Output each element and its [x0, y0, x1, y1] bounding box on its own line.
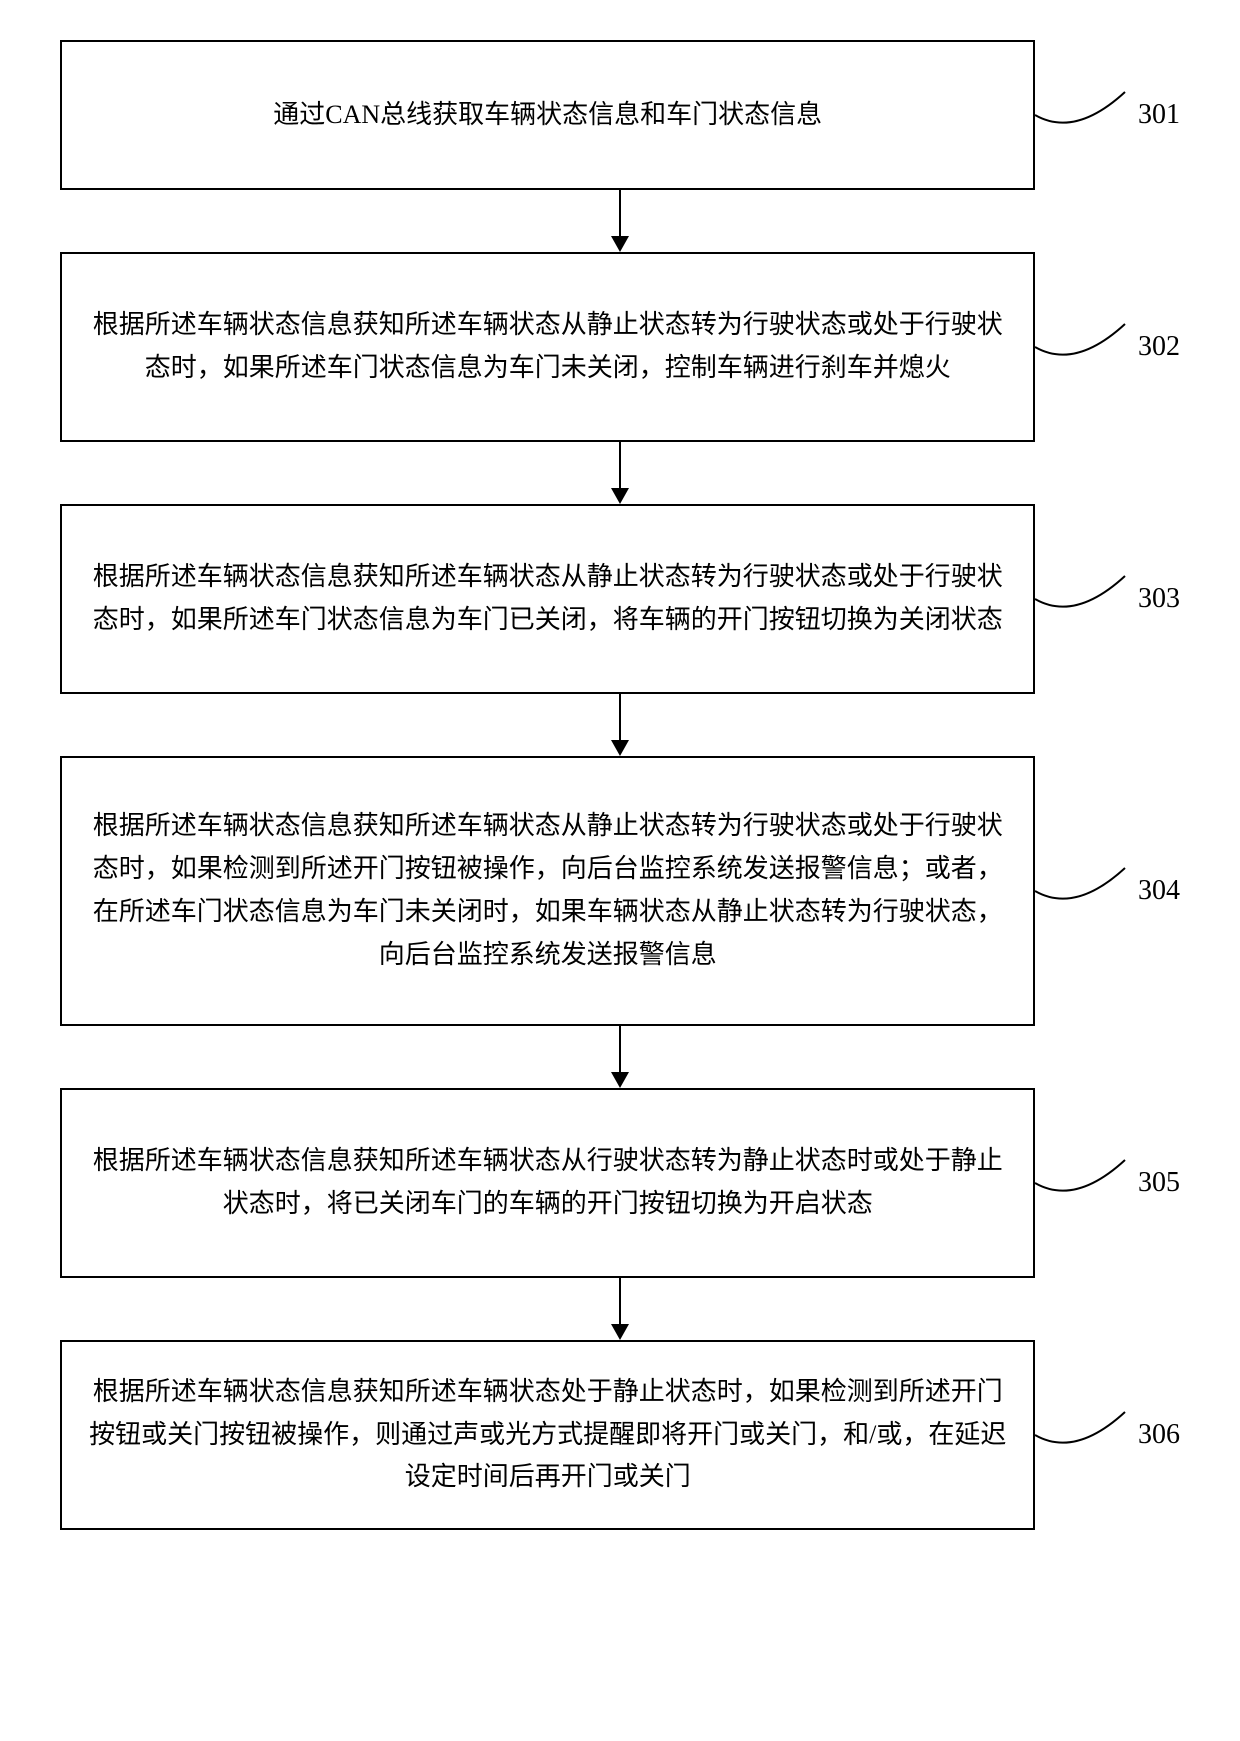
arrow	[130, 694, 1110, 756]
step-text: 根据所述车辆状态信息获知所述车辆状态处于静止状态时，如果检测到所述开门按钮或关门…	[86, 1371, 1009, 1500]
step-box-306: 根据所述车辆状态信息获知所述车辆状态处于静止状态时，如果检测到所述开门按钮或关门…	[60, 1340, 1035, 1530]
step-box-301: 通过CAN总线获取车辆状态信息和车门状态信息	[60, 40, 1035, 190]
step-row-305: 根据所述车辆状态信息获知所述车辆状态从行驶状态转为静止状态时或处于静止状态时，将…	[60, 1088, 1180, 1278]
arrow	[130, 1278, 1110, 1340]
step-box-302: 根据所述车辆状态信息获知所述车辆状态从静止状态转为行驶状态或处于行驶状态时，如果…	[60, 252, 1035, 442]
step-label-303: 303	[1138, 583, 1180, 615]
leader-line	[1035, 1158, 1130, 1208]
step-text: 通过CAN总线获取车辆状态信息和车门状态信息	[273, 94, 822, 137]
step-row-301: 通过CAN总线获取车辆状态信息和车门状态信息 301	[60, 40, 1180, 190]
step-box-304: 根据所述车辆状态信息获知所述车辆状态从静止状态转为行驶状态或处于行驶状态时，如果…	[60, 756, 1035, 1026]
step-label-301: 301	[1138, 99, 1180, 131]
arrow	[130, 442, 1110, 504]
arrow	[130, 190, 1110, 252]
step-box-303: 根据所述车辆状态信息获知所述车辆状态从静止状态转为行驶状态或处于行驶状态时，如果…	[60, 504, 1035, 694]
leader-line	[1035, 90, 1130, 140]
step-text: 根据所述车辆状态信息获知所述车辆状态从静止状态转为行驶状态或处于行驶状态时，如果…	[86, 805, 1009, 977]
step-label-306: 306	[1138, 1419, 1180, 1451]
step-row-302: 根据所述车辆状态信息获知所述车辆状态从静止状态转为行驶状态或处于行驶状态时，如果…	[60, 252, 1180, 442]
leader-line	[1035, 574, 1130, 624]
step-text: 根据所述车辆状态信息获知所述车辆状态从行驶状态转为静止状态时或处于静止状态时，将…	[86, 1140, 1009, 1226]
step-box-305: 根据所述车辆状态信息获知所述车辆状态从行驶状态转为静止状态时或处于静止状态时，将…	[60, 1088, 1035, 1278]
step-label-305: 305	[1138, 1167, 1180, 1199]
step-label-302: 302	[1138, 331, 1180, 363]
step-row-304: 根据所述车辆状态信息获知所述车辆状态从静止状态转为行驶状态或处于行驶状态时，如果…	[60, 756, 1180, 1026]
flowchart-container: 通过CAN总线获取车辆状态信息和车门状态信息 301 根据所述车辆状态信息获知所…	[60, 40, 1180, 1530]
leader-line	[1035, 322, 1130, 372]
arrow	[130, 1026, 1110, 1088]
step-row-303: 根据所述车辆状态信息获知所述车辆状态从静止状态转为行驶状态或处于行驶状态时，如果…	[60, 504, 1180, 694]
leader-line	[1035, 1410, 1130, 1460]
step-label-304: 304	[1138, 875, 1180, 907]
step-text: 根据所述车辆状态信息获知所述车辆状态从静止状态转为行驶状态或处于行驶状态时，如果…	[86, 556, 1009, 642]
step-row-306: 根据所述车辆状态信息获知所述车辆状态处于静止状态时，如果检测到所述开门按钮或关门…	[60, 1340, 1180, 1530]
step-text: 根据所述车辆状态信息获知所述车辆状态从静止状态转为行驶状态或处于行驶状态时，如果…	[86, 304, 1009, 390]
leader-line	[1035, 866, 1130, 916]
